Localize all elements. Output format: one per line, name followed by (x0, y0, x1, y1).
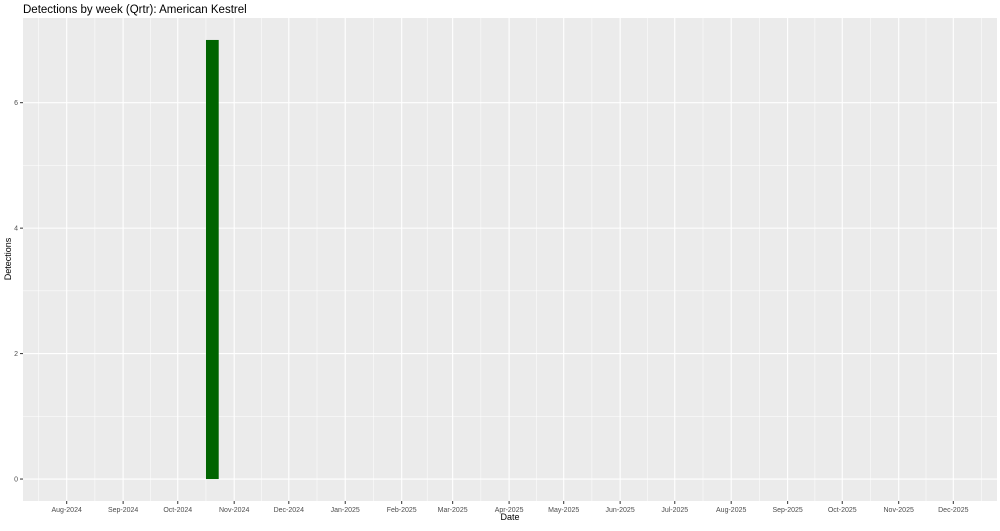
x-tick-label: Apr-2025 (495, 507, 524, 514)
x-tick-label: Nov-2025 (884, 507, 914, 514)
grid-lines (23, 18, 997, 501)
x-tick-label: Aug-2025 (716, 507, 746, 514)
x-tick-label: Oct-2025 (828, 507, 857, 514)
x-tick-label: Jul-2025 (661, 507, 688, 514)
x-axis: Aug-2024 Sep-2024 Oct-2024 Nov-2024 Dec-2024… (52, 501, 969, 514)
x-tick-label: Nov-2024 (219, 507, 249, 514)
x-tick-label: Jun-2025 (606, 507, 635, 514)
x-tick-label: Aug-2024 (52, 507, 82, 514)
x-tick-label: Oct-2024 (163, 507, 192, 514)
x-tick-label: Dec-2024 (274, 507, 304, 514)
chart-title: Detections by week (Qrtr): American Kest… (23, 4, 247, 16)
x-tick-label: Mar-2025 (438, 507, 468, 514)
y-tick-label: 0 (14, 477, 18, 484)
x-tick-label: Dec-2025 (938, 507, 968, 514)
y-tick-label: 6 (14, 100, 18, 107)
x-tick-label: Jan-2025 (331, 507, 360, 514)
x-tick-label: Sep-2025 (772, 507, 802, 514)
bars (205, 39, 219, 480)
y-axis-label: Detections (3, 237, 13, 280)
y-axis: 0 2 4 6 (14, 100, 23, 484)
y-tick-label: 2 (14, 351, 18, 358)
bar (205, 39, 219, 480)
x-tick-label: Feb-2025 (387, 507, 417, 514)
x-axis-label: Date (500, 512, 519, 522)
plot-panel (23, 18, 997, 501)
y-tick-label: 4 (14, 226, 18, 233)
x-tick-label: Sep-2024 (108, 507, 138, 514)
x-tick-label: May-2025 (548, 507, 579, 514)
